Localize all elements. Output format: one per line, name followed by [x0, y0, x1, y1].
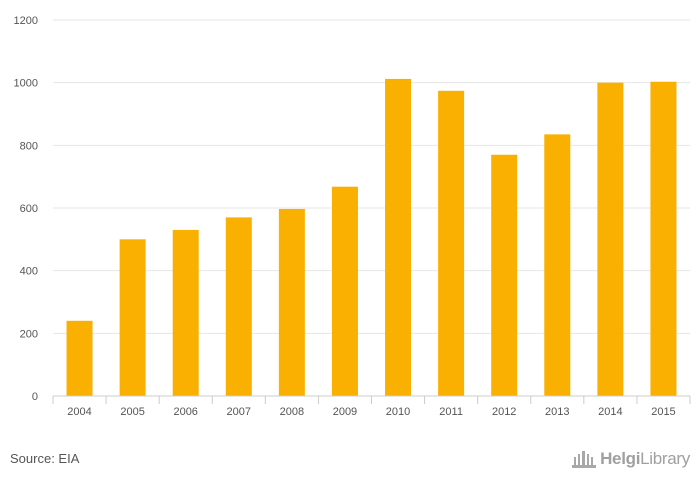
x-tick-label: 2012 [492, 406, 516, 418]
bar-2007 [225, 217, 252, 396]
bar-2015 [650, 81, 677, 396]
x-axis-ticks: 2004 2005 2006 2007 2008 2009 2010 2011 2012 2013… [52, 396, 691, 418]
x-tick-label: 2014 [598, 406, 622, 418]
bar-2008 [278, 208, 305, 396]
y-tick-label: 200 [20, 328, 38, 340]
source-note: Source: EIA [10, 451, 80, 466]
y-tick-label: 600 [20, 203, 38, 215]
logo-word-library: Library [640, 449, 690, 468]
y-tick-label: 1000 [14, 78, 38, 90]
x-tick-label: 2013 [545, 406, 569, 418]
x-tick-label: 2007 [227, 406, 251, 418]
bar-2006 [172, 229, 199, 396]
bar-2014 [597, 82, 624, 397]
bar-2011 [438, 90, 465, 397]
bar-2005 [119, 239, 146, 396]
logo-word-helgi: Helgi [600, 449, 641, 468]
bars [66, 78, 677, 397]
y-tick-label: 0 [32, 391, 38, 403]
gridlines [53, 19, 690, 334]
y-axis-ticks: 0 200 400 600 800 1000 1200 [14, 15, 38, 403]
y-tick-label: 800 [20, 140, 38, 152]
x-tick-label: 2005 [120, 406, 144, 418]
helgi-library-logo: HelgiLibrary [571, 447, 690, 471]
x-tick-label: 2009 [333, 406, 357, 418]
x-tick-label: 2008 [280, 406, 304, 418]
bar-2013 [544, 134, 571, 396]
bar-2010 [385, 78, 412, 396]
bar-2012 [491, 154, 518, 396]
bar-2009 [331, 186, 358, 396]
x-tick-label: 2004 [67, 406, 91, 418]
y-tick-label: 400 [20, 266, 38, 278]
x-tick-label: 2015 [651, 406, 675, 418]
bar-2004 [66, 320, 93, 396]
y-tick-label: 1200 [14, 15, 38, 27]
x-tick-label: 2011 [439, 406, 463, 418]
building-icon [572, 451, 597, 468]
x-tick-label: 2010 [386, 406, 410, 418]
x-tick-label: 2006 [173, 406, 197, 418]
